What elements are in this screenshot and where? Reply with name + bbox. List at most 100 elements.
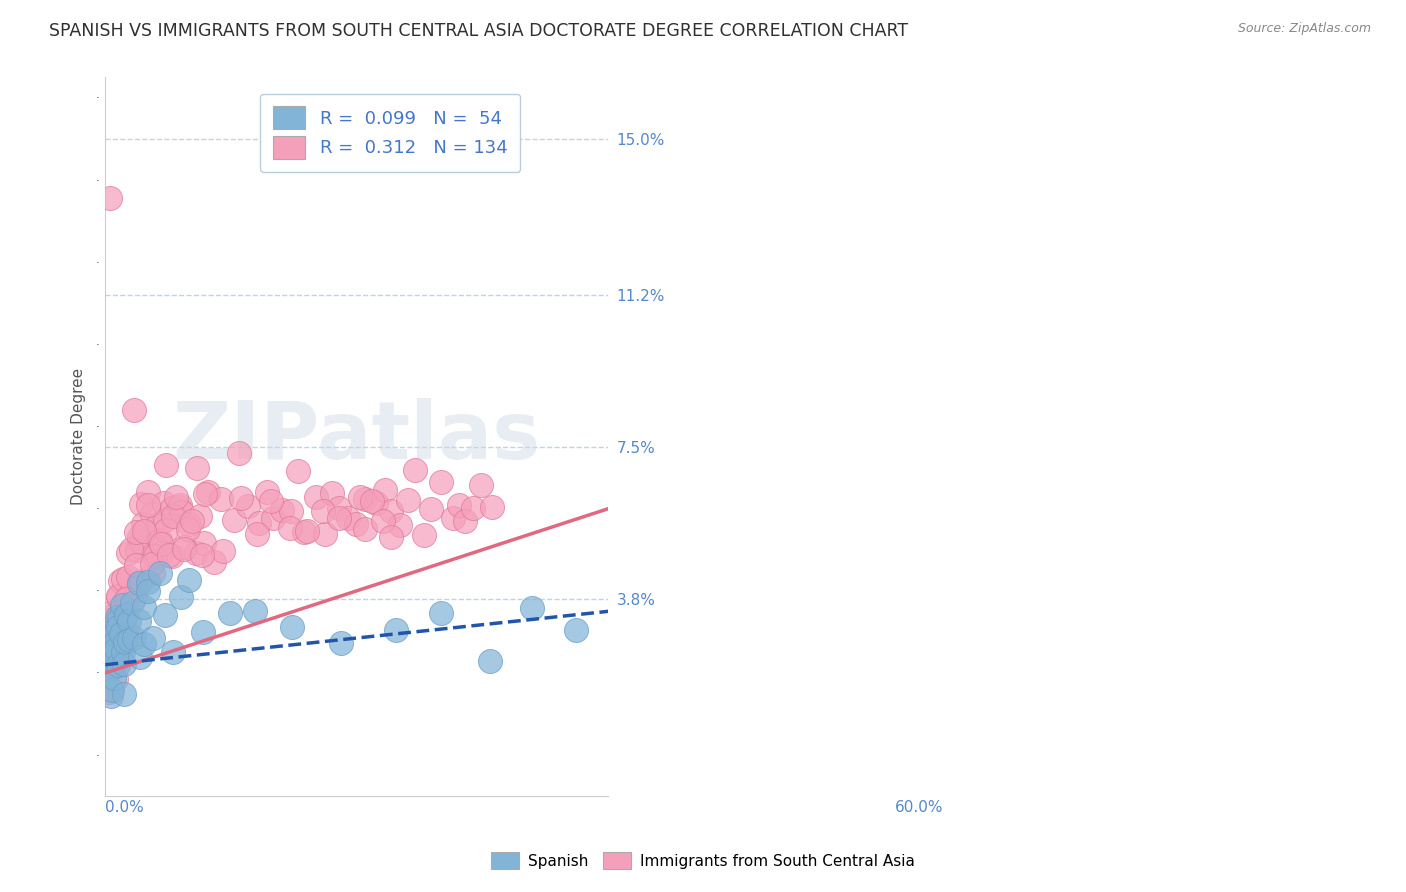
- Point: [388, 518, 411, 533]
- Point: [96, 649, 118, 664]
- Point: [101, 683, 124, 698]
- Point: [112, 610, 135, 624]
- Text: Source: ZipAtlas.com: Source: ZipAtlas.com: [1237, 22, 1371, 36]
- Text: 0.0%: 0.0%: [105, 800, 143, 814]
- Point: [117, 591, 139, 605]
- Point: [101, 605, 124, 619]
- Point: [128, 530, 150, 544]
- Point: [96, 666, 118, 681]
- Point: [121, 596, 143, 610]
- Point: [380, 503, 402, 517]
- Point: [430, 606, 453, 620]
- Text: ZIPatlas: ZIPatlas: [173, 398, 541, 475]
- Point: [412, 528, 434, 542]
- Point: [110, 640, 132, 655]
- Point: [97, 640, 120, 654]
- Point: [112, 572, 135, 586]
- Point: [117, 570, 139, 584]
- Point: [104, 626, 127, 640]
- Point: [191, 549, 214, 563]
- Point: [169, 498, 191, 512]
- Point: [148, 533, 170, 548]
- Point: [155, 458, 177, 473]
- Point: [271, 502, 294, 516]
- Point: [124, 591, 146, 605]
- Point: [107, 608, 129, 623]
- Point: [565, 624, 588, 638]
- Point: [155, 607, 177, 622]
- Point: [131, 516, 153, 531]
- Point: [110, 624, 132, 639]
- Point: [193, 536, 215, 550]
- Point: [321, 486, 343, 500]
- Point: [129, 574, 152, 588]
- Point: [155, 523, 177, 537]
- Point: [152, 545, 174, 559]
- Point: [222, 513, 245, 527]
- Point: [170, 505, 193, 519]
- Point: [129, 649, 152, 664]
- Point: [107, 591, 129, 605]
- Point: [107, 638, 129, 652]
- Point: [463, 500, 485, 515]
- Point: [152, 495, 174, 509]
- Point: [146, 516, 169, 531]
- Point: [98, 654, 121, 668]
- Point: [103, 660, 125, 674]
- Point: [278, 521, 301, 535]
- Point: [125, 524, 148, 539]
- Point: [441, 511, 464, 525]
- Point: [470, 478, 492, 492]
- Point: [142, 631, 165, 645]
- Point: [429, 475, 451, 490]
- Point: [177, 574, 200, 588]
- Point: [256, 484, 278, 499]
- Point: [114, 635, 136, 649]
- Point: [153, 513, 176, 527]
- Point: [361, 493, 384, 508]
- Point: [194, 487, 217, 501]
- Point: [136, 574, 159, 589]
- Point: [103, 632, 125, 646]
- Point: [104, 673, 127, 687]
- Point: [117, 624, 139, 638]
- Point: [100, 643, 122, 657]
- Point: [103, 640, 125, 654]
- Point: [112, 688, 135, 702]
- Point: [136, 485, 159, 500]
- Point: [101, 649, 124, 664]
- Point: [160, 549, 183, 563]
- Point: [103, 629, 125, 643]
- Point: [260, 494, 283, 508]
- Point: [131, 534, 153, 549]
- Point: [231, 491, 253, 505]
- Point: [103, 648, 125, 662]
- Point: [245, 604, 267, 618]
- Point: [364, 495, 387, 509]
- Point: [479, 654, 502, 668]
- Point: [115, 608, 138, 623]
- Point: [142, 548, 165, 562]
- Point: [136, 584, 159, 599]
- Point: [143, 549, 166, 563]
- Point: [162, 645, 184, 659]
- Point: [117, 546, 139, 560]
- Point: [520, 601, 543, 615]
- Point: [292, 524, 315, 539]
- Point: [280, 504, 302, 518]
- Point: [193, 624, 215, 639]
- Point: [181, 514, 204, 528]
- Point: [98, 637, 121, 651]
- Point: [380, 530, 402, 544]
- Point: [405, 463, 427, 477]
- Point: [122, 403, 145, 417]
- Point: [97, 685, 120, 699]
- Point: [114, 609, 136, 624]
- Point: [103, 659, 125, 673]
- Point: [105, 618, 128, 632]
- Point: [162, 509, 184, 524]
- Point: [110, 574, 132, 588]
- Point: [247, 516, 270, 530]
- Point: [329, 636, 352, 650]
- Point: [98, 190, 121, 204]
